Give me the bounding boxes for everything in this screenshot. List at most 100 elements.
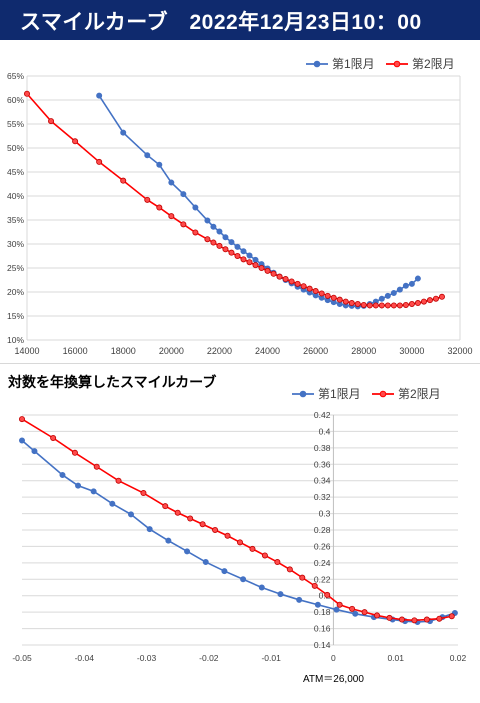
data-point <box>311 582 318 589</box>
data-point <box>426 297 433 304</box>
data-point <box>199 521 206 528</box>
legend-label-2: 第2限月 <box>398 387 441 401</box>
data-point <box>187 515 194 522</box>
data-point <box>423 616 430 623</box>
data-point <box>396 302 403 309</box>
y-tick-label: 40% <box>7 191 24 201</box>
data-point <box>276 273 283 280</box>
legend-marker-1 <box>299 390 307 398</box>
data-point <box>90 488 97 495</box>
data-point <box>72 138 79 145</box>
smile-curve-svg: 10% 15% 20% 25% 30% 35% 40% 45% 50% 55% 60% 65% 1400… <box>7 57 473 356</box>
x-tick-label: 26000 <box>303 346 328 356</box>
data-point <box>352 610 359 617</box>
data-point <box>120 129 127 136</box>
data-point <box>408 280 415 287</box>
data-point <box>408 300 415 307</box>
data-point <box>202 559 209 566</box>
header-banner: スマイルカーブ 2022年12月23日10：00 <box>0 0 480 40</box>
y-tick-label: 0.42 <box>314 410 331 420</box>
data-point <box>258 264 265 271</box>
y-tick-label: 50% <box>7 143 24 153</box>
data-point <box>390 289 397 296</box>
data-point <box>96 158 103 165</box>
data-point <box>432 295 439 302</box>
x-tick-label: -0.03 <box>137 653 157 663</box>
data-point <box>18 437 25 444</box>
legend-label-1: 第1限月 <box>332 57 375 71</box>
data-point <box>261 552 268 559</box>
data-point <box>109 500 116 507</box>
legend-label-1: 第1限月 <box>318 387 361 401</box>
page-title: スマイルカーブ 2022年12月23日10：00 <box>20 11 422 34</box>
data-point <box>402 301 409 308</box>
data-point <box>270 270 277 277</box>
y-tick-label: 0.22 <box>314 574 331 584</box>
data-point <box>210 239 217 246</box>
data-point <box>18 416 25 423</box>
data-point <box>222 234 229 241</box>
y-tick-label: 0.32 <box>314 492 331 502</box>
data-point <box>93 463 100 470</box>
data-point <box>146 526 153 533</box>
data-point <box>216 242 223 249</box>
y-tick-label: 25% <box>7 263 24 273</box>
data-point <box>71 449 78 456</box>
y-tick-label: 0.24 <box>314 558 331 568</box>
x-tick-label: 28000 <box>351 346 376 356</box>
data-point <box>366 302 373 309</box>
data-point <box>414 300 421 307</box>
data-point <box>274 559 281 566</box>
data-point <box>216 228 223 235</box>
data-point <box>384 292 391 299</box>
data-point <box>228 239 235 246</box>
data-point <box>300 283 307 290</box>
y-tick-label: 10% <box>7 335 24 345</box>
data-point <box>31 448 38 455</box>
data-point <box>360 301 367 308</box>
data-point <box>252 256 259 263</box>
y-tick-label: 65% <box>7 71 24 81</box>
data-point <box>180 191 187 198</box>
data-point <box>374 612 381 619</box>
chart-title: 対数を年換算したスマイルカーブ <box>7 374 216 390</box>
data-point <box>96 92 103 99</box>
data-point <box>156 204 163 211</box>
y-tick-label: 15% <box>7 311 24 321</box>
legend-label-2: 第2限月 <box>412 57 455 71</box>
data-point <box>168 213 175 220</box>
data-point <box>222 246 229 253</box>
data-point <box>349 605 356 612</box>
data-point <box>75 482 82 489</box>
data-point <box>252 262 259 269</box>
data-point <box>333 606 340 613</box>
x-tick-label: 24000 <box>255 346 280 356</box>
data-point <box>330 294 337 301</box>
data-point <box>240 576 247 583</box>
data-point <box>236 539 243 546</box>
data-point <box>144 152 151 159</box>
data-point <box>312 288 319 295</box>
data-point <box>378 302 385 309</box>
series-line-1 <box>21 439 456 623</box>
y-tick-label: 35% <box>7 215 24 225</box>
data-point <box>165 537 172 544</box>
x-tick-label: -0.05 <box>12 653 32 663</box>
x-tick-label: 0 <box>331 653 336 663</box>
data-point <box>436 615 443 622</box>
data-point <box>115 477 122 484</box>
y-tick-label: 0.3 <box>319 509 331 519</box>
y-tick-label: 55% <box>7 119 24 129</box>
y-tick-label: 60% <box>7 95 24 105</box>
data-point <box>210 223 217 230</box>
data-point <box>306 285 313 292</box>
data-point <box>234 252 241 259</box>
data-point <box>299 574 306 581</box>
data-point <box>288 278 295 285</box>
log-annualized-smile-chart: 対数を年換算したスマイルカーブ0.140.160.180.20.220.240.… <box>0 368 480 698</box>
x-tick-label: 22000 <box>207 346 232 356</box>
x-tick-label: -0.02 <box>199 653 219 663</box>
data-point <box>372 302 379 309</box>
data-point <box>127 511 134 518</box>
legend-marker-1 <box>313 60 321 68</box>
